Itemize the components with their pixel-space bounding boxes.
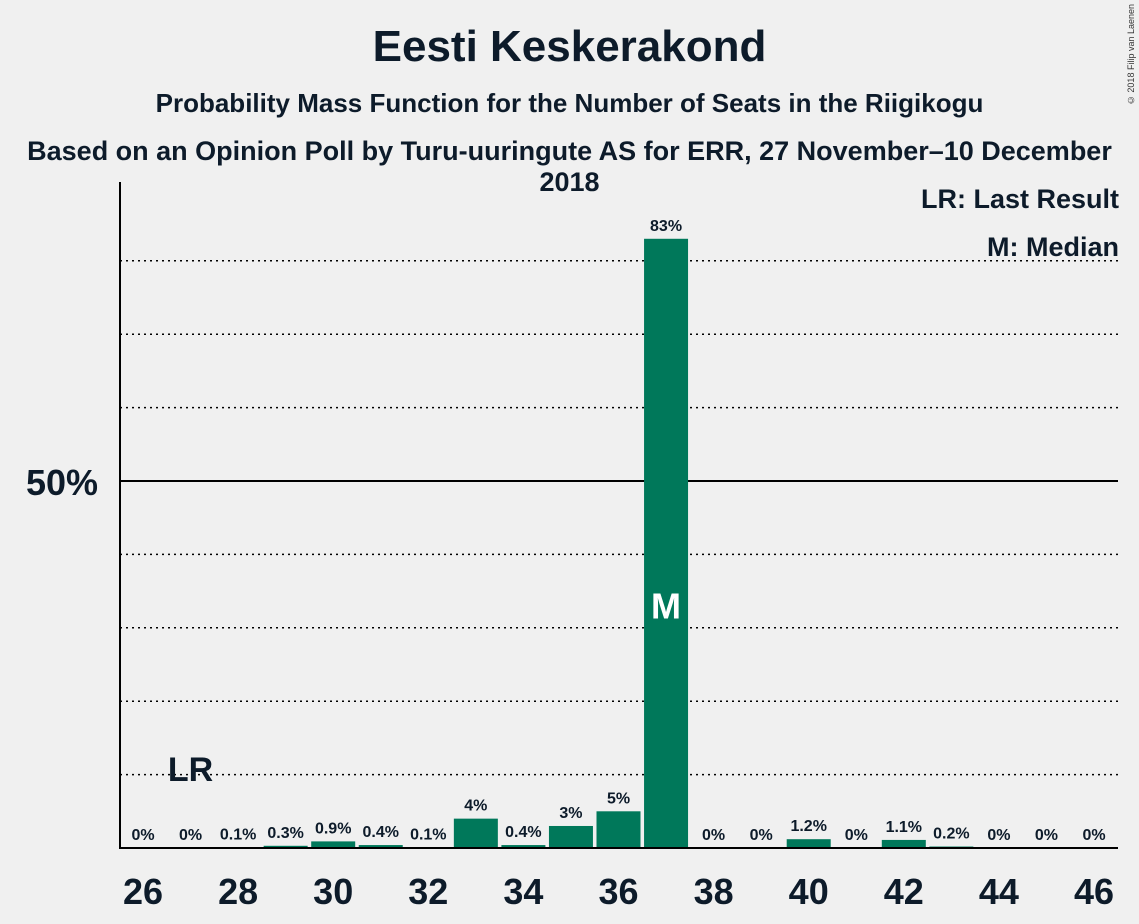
bar-label-30: 0.9% [315, 820, 351, 837]
bar-36 [596, 811, 641, 848]
bar-label-36: 5% [607, 790, 630, 807]
bar-label-27: 0% [179, 827, 202, 844]
bar-label-26: 0% [131, 827, 154, 844]
x-tick-label-32: 32 [408, 871, 448, 912]
bar-label-46: 0% [1082, 827, 1105, 844]
bar-label-42: 1.1% [886, 819, 922, 836]
bar-31 [358, 845, 403, 848]
bar-label-35: 3% [559, 805, 582, 822]
bar-label-39: 0% [750, 827, 773, 844]
x-tick-label-38: 38 [694, 871, 734, 912]
bar-30 [311, 841, 356, 848]
bar-37 [644, 238, 689, 848]
bar-42 [881, 839, 926, 848]
x-tick-label-34: 34 [503, 871, 543, 912]
bar-label-43: 0.2% [933, 826, 969, 843]
x-tick-label-46: 46 [1074, 871, 1114, 912]
last-result-marker: LR [168, 751, 213, 789]
chart-subtitle: Probability Mass Function for the Number… [155, 88, 984, 118]
x-tick-label-42: 42 [884, 871, 924, 912]
chart-title: Eesti Keskerakond [372, 22, 767, 71]
bar-34 [501, 845, 546, 848]
bar-label-44: 0% [987, 827, 1010, 844]
x-tick-label-40: 40 [789, 871, 829, 912]
bar-40 [786, 839, 831, 848]
x-tick-label-36: 36 [598, 871, 638, 912]
bar-29 [263, 845, 308, 848]
bar-label-40: 1.2% [790, 818, 826, 835]
y-tick-label-50: 50% [26, 462, 98, 503]
x-tick-label-26: 26 [123, 871, 163, 912]
bar-label-41: 0% [845, 827, 868, 844]
bar-35 [548, 825, 593, 848]
bar-label-33: 4% [464, 798, 487, 815]
x-tick-label-30: 30 [313, 871, 353, 912]
bar-label-34: 0.4% [505, 824, 541, 841]
chart-source: Based on an Opinion Poll by Turu-uuringu… [27, 136, 1112, 197]
bar-label-32: 0.1% [410, 826, 446, 843]
bar-label-38: 0% [702, 827, 725, 844]
bar-label-37: 83% [650, 218, 682, 235]
x-tick-label-44: 44 [979, 871, 1019, 912]
x-tick-label-28: 28 [218, 871, 258, 912]
legend-last-result: LR: Last Result [920, 184, 1119, 214]
bar-33 [453, 818, 498, 848]
median-marker: M [651, 585, 681, 626]
legend-median: M: Median [987, 232, 1119, 262]
bar-label-31: 0.4% [363, 824, 399, 841]
bar-label-28: 0.1% [220, 826, 256, 843]
bar-label-45: 0% [1035, 827, 1058, 844]
bar-label-29: 0.3% [267, 825, 303, 842]
